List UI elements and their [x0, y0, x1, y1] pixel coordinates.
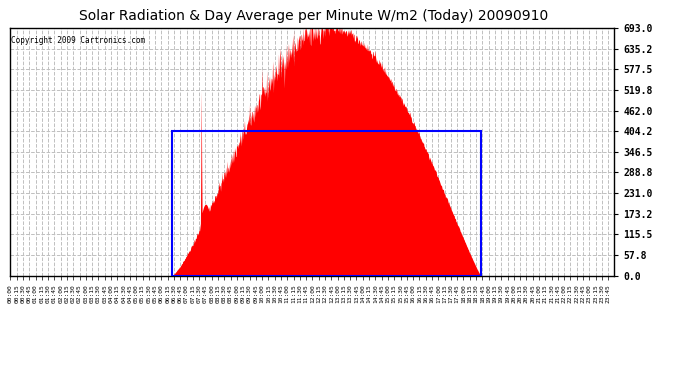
Bar — [172, 131, 481, 276]
Text: Copyright 2009 Cartronics.com: Copyright 2009 Cartronics.com — [11, 36, 146, 45]
Text: Solar Radiation & Day Average per Minute W/m2 (Today) 20090910: Solar Radiation & Day Average per Minute… — [79, 9, 549, 23]
